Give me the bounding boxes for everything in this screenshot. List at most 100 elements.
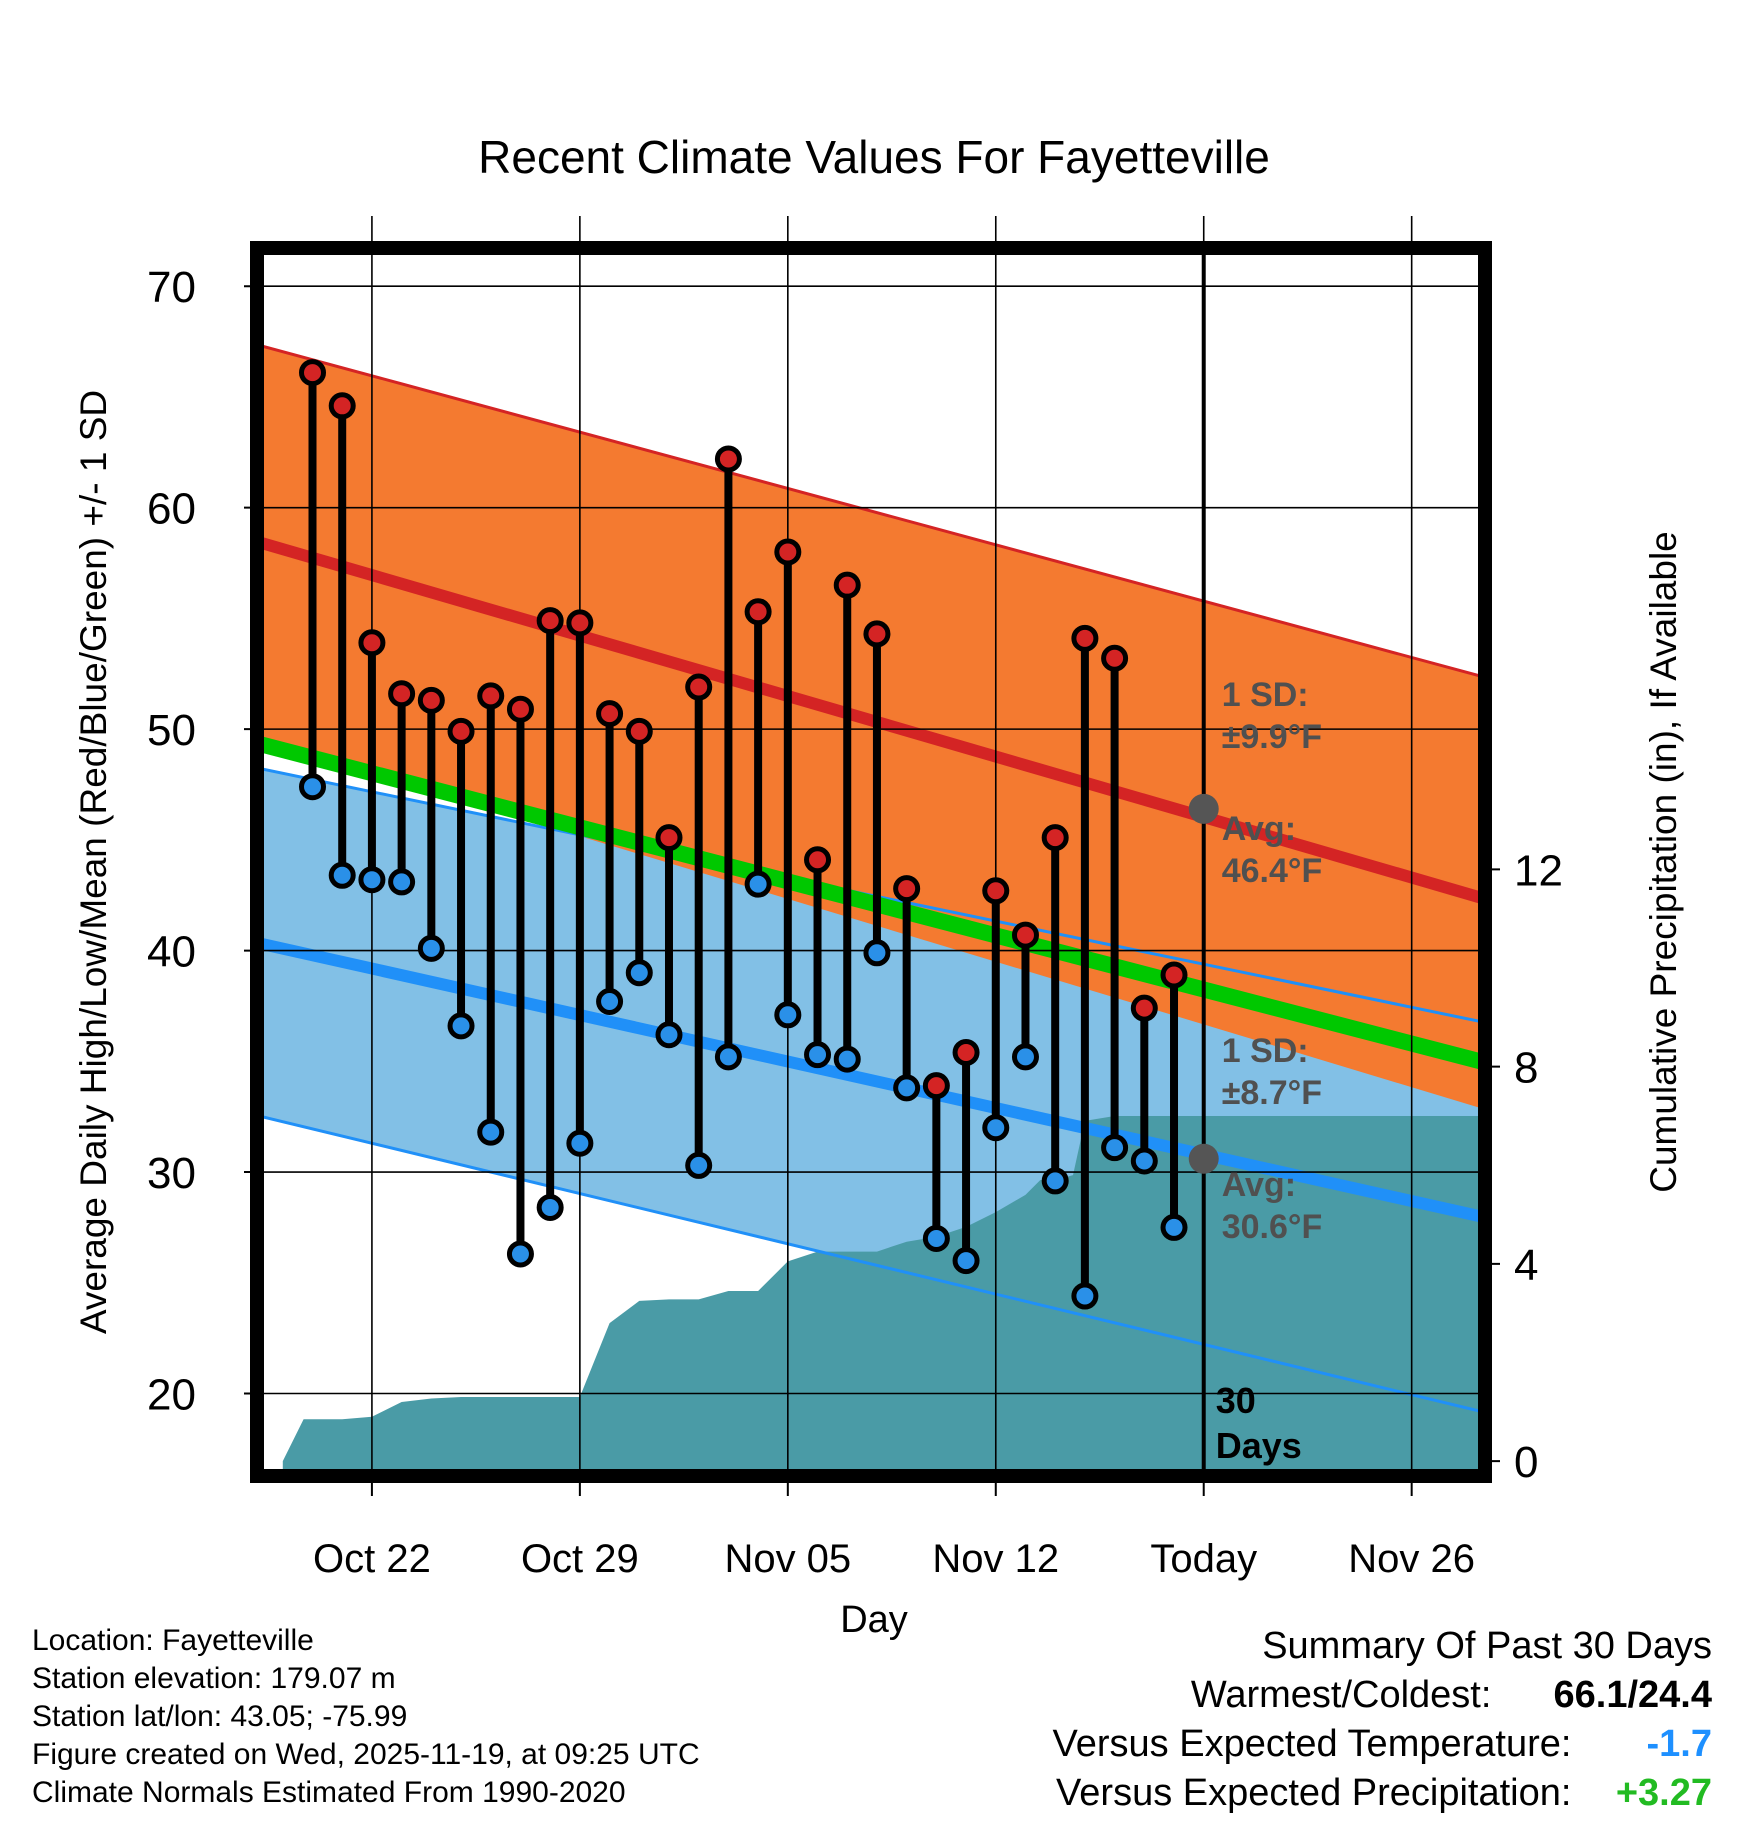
y-tick-label: 30: [147, 1149, 196, 1198]
high-sd-band: [262, 346, 1480, 1108]
data-marks: [299, 253, 1219, 1471]
y-tick-label: 60: [147, 485, 196, 534]
today-days-count: 30: [1216, 1380, 1256, 1421]
created-text: Figure created on Wed, 2025-11-19, at 09…: [32, 1738, 700, 1771]
high-point: [655, 824, 683, 852]
high-point: [506, 695, 534, 723]
high-point: [774, 538, 802, 566]
high-point: [299, 359, 327, 387]
low-point: [1011, 1043, 1039, 1071]
high-point: [804, 846, 832, 874]
y2-axis-label: Cumulative Precipitation (in), If Availa…: [1643, 531, 1684, 1193]
low-avg-value: 30.6°F: [1222, 1208, 1323, 1246]
high-point: [1101, 644, 1129, 672]
high-point: [1130, 994, 1158, 1022]
y-tick-label: 70: [147, 263, 196, 312]
elevation-text: Station elevation: 179.07 m: [32, 1662, 396, 1695]
low-point: [893, 1074, 921, 1102]
low-point: [863, 939, 891, 967]
x-tick-label: Today: [1150, 1537, 1257, 1581]
low-point: [625, 959, 653, 987]
low-point: [299, 773, 327, 801]
low-average-dot: [1188, 1143, 1219, 1174]
low-lower-sd-line: [262, 1115, 1480, 1413]
summary-precip-row: Versus Expected Precipitation: +3.27: [1053, 1769, 1712, 1818]
low-point: [804, 1041, 832, 1069]
temp-value: -1.7: [1646, 1723, 1712, 1765]
low-point: [774, 1001, 802, 1029]
high-point: [1160, 961, 1188, 989]
normals-text: Climate Normals Estimated From 1990-2020: [32, 1776, 626, 1809]
low-point: [417, 934, 445, 962]
warmest-label: Warmest/Coldest:: [1190, 1674, 1492, 1716]
low-point: [1041, 1167, 1069, 1195]
precip-value: +3.27: [1615, 1772, 1712, 1814]
high-point: [417, 686, 445, 714]
high-point: [714, 445, 742, 473]
low-point: [714, 1043, 742, 1071]
high-point: [922, 1072, 950, 1100]
low-sd-label: 1 SD:: [1222, 1032, 1309, 1070]
summary-panel: Summary Of Past 30 Days Warmest/Coldest:…: [1053, 1622, 1712, 1818]
precip-label: Versus Expected Precipitation:: [1056, 1772, 1572, 1814]
low-point: [358, 866, 386, 894]
high-point: [982, 877, 1010, 905]
low-point: [506, 1240, 534, 1268]
high-upper-sd-line: [262, 344, 1480, 678]
high-point: [566, 609, 594, 637]
x-tick-label: Nov 26: [1348, 1537, 1475, 1581]
low-point: [952, 1247, 980, 1275]
chart-title: Recent Climate Values For Fayetteville: [478, 131, 1270, 183]
low-point: [655, 1021, 683, 1049]
y-tick-label: 20: [147, 1370, 196, 1419]
high-point: [1071, 624, 1099, 652]
axes: 20 30 40 50 60 70 0 4 8 12 Oct 22 Oct 29 Nov 05 Nov 1…: [147, 216, 1563, 1581]
y2-tick-label: 0: [1514, 1438, 1538, 1487]
low-point: [596, 988, 624, 1016]
high-point: [952, 1038, 980, 1066]
temp-label: Versus Expected Temperature:: [1052, 1723, 1572, 1765]
today-days-label: Days: [1216, 1425, 1302, 1466]
plot-area: [262, 344, 1480, 1471]
low-point: [1130, 1147, 1158, 1175]
warmest-value: 66.1/24.4: [1553, 1674, 1712, 1716]
y-tick-label: 40: [147, 928, 196, 977]
high-sd-value: ±9.9°F: [1222, 718, 1322, 756]
low-point: [922, 1224, 950, 1252]
precipitation-area: [282, 1115, 1480, 1471]
y2-tick-label: 8: [1514, 1044, 1538, 1093]
x-tick-label: Oct 22: [313, 1537, 431, 1581]
low-point: [1101, 1134, 1129, 1162]
y2-tick-label: 4: [1514, 1241, 1538, 1290]
high-point: [863, 620, 891, 648]
high-average-line: [262, 537, 1480, 904]
high-point: [1041, 824, 1069, 852]
summary-header: Summary Of Past 30 Days: [1262, 1625, 1712, 1667]
high-point: [388, 680, 416, 708]
high-point: [685, 673, 713, 701]
low-point: [1071, 1282, 1099, 1310]
y-axis-label: Average Daily High/Low/Mean (Red/Blue/Gr…: [73, 390, 114, 1334]
low-point: [477, 1118, 505, 1146]
annotations: 1 SD: ±9.9°F Avg: 46.4°F 1 SD: ±8.7°F Avg: 30.6…: [1216, 676, 1323, 1466]
low-point: [833, 1045, 861, 1073]
low-point: [566, 1129, 594, 1157]
station-info: Location: Fayetteville Station elevation…: [32, 1622, 700, 1812]
summary-temp-row: Versus Expected Temperature: -1.7: [1053, 1720, 1712, 1769]
latlon-text: Station lat/lon: 43.05; -75.99: [32, 1700, 408, 1733]
plot-frame: [250, 241, 1492, 1483]
y2-tick-label: 12: [1514, 846, 1563, 895]
high-point: [893, 875, 921, 903]
low-point: [982, 1114, 1010, 1142]
high-average-dot: [1188, 793, 1219, 824]
high-point: [744, 598, 772, 626]
high-point: [625, 717, 653, 745]
high-point: [596, 700, 624, 728]
low-sd-value: ±8.7°F: [1222, 1074, 1322, 1112]
high-avg-value: 46.4°F: [1222, 852, 1323, 890]
low-point: [1160, 1213, 1188, 1241]
x-axis-label: Day: [840, 1599, 908, 1641]
high-point: [536, 607, 564, 635]
high-point: [477, 682, 505, 710]
